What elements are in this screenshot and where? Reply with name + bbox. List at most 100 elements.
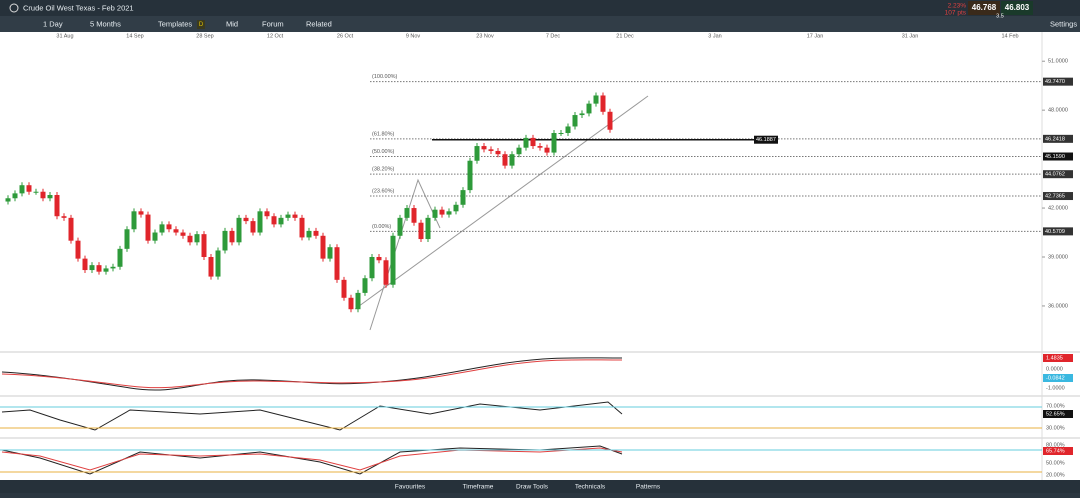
candle	[187, 235, 193, 243]
logo	[9, 3, 19, 13]
indicator-value: 80.00%	[1046, 442, 1065, 448]
candle	[593, 95, 599, 104]
mid[interactable]: Mid	[226, 19, 238, 28]
candle	[236, 217, 242, 243]
price-tag	[1043, 227, 1073, 236]
candle	[229, 230, 235, 243]
top-bar	[0, 0, 1080, 16]
fib-name: (0.00%)	[372, 224, 391, 230]
date-label: 31 Aug	[56, 33, 73, 39]
indicator-value: 65.74%	[1046, 448, 1065, 454]
range[interactable]: 5 Months	[90, 19, 121, 28]
candle	[208, 257, 214, 277]
candle	[61, 216, 67, 218]
footer-tab[interactable]: Patterns	[636, 484, 661, 491]
change: 2.23%	[948, 3, 967, 10]
candle	[369, 257, 375, 279]
sell[interactable]: 46.768	[972, 3, 997, 12]
candle	[271, 216, 277, 225]
forum[interactable]: Forum	[262, 19, 284, 28]
related[interactable]: Related	[306, 19, 332, 28]
sell-box[interactable]	[968, 1, 1000, 15]
indicator-tag	[1043, 354, 1073, 362]
candle	[145, 214, 151, 241]
fib-name: (100.00%)	[372, 74, 398, 80]
candle	[124, 229, 130, 249]
candle	[285, 214, 291, 218]
candle	[278, 217, 284, 225]
date-label: 28 Sep	[196, 33, 213, 39]
candle	[467, 160, 473, 191]
buy-box[interactable]	[1001, 1, 1033, 15]
candle	[222, 230, 228, 251]
price-tag	[1043, 192, 1073, 201]
candle	[138, 211, 144, 215]
price-tag	[1043, 170, 1073, 179]
candle	[33, 191, 39, 193]
footer-tab[interactable]: Technicals	[575, 484, 606, 491]
date-label: 9 Nov	[406, 33, 421, 39]
candle	[180, 232, 186, 236]
indicator-value: 52.65%	[1046, 411, 1065, 417]
indicator-value: 0.0000	[1046, 366, 1063, 372]
fib-value: 46.2418	[1045, 136, 1065, 142]
date-label: 23 Nov	[476, 33, 494, 39]
candle	[334, 247, 340, 280]
date-label: 14 Sep	[126, 33, 143, 39]
interval[interactable]: 1 Day	[43, 19, 63, 28]
buy[interactable]: 46.803	[1005, 3, 1030, 12]
candle	[383, 260, 389, 285]
badge-bg	[197, 20, 205, 29]
instrument-title[interactable]: Crude Oil West Texas - Feb 2021	[23, 3, 134, 12]
candle	[54, 195, 60, 217]
date-label: 21 Dec	[616, 33, 634, 39]
date-label: 3 Jan	[708, 33, 721, 39]
date-label: 12 Oct	[267, 33, 284, 39]
candle	[103, 268, 109, 272]
price-tag	[1043, 134, 1073, 143]
indicator-value: 70.00%	[1046, 403, 1065, 409]
candle	[166, 224, 172, 230]
candle	[551, 133, 557, 153]
candle	[600, 95, 606, 112]
candle	[544, 147, 550, 153]
candle	[194, 234, 200, 243]
indicator-value: 50.00%	[1046, 460, 1065, 466]
candle	[376, 257, 382, 261]
candle	[257, 211, 263, 233]
chart-area	[0, 32, 1080, 480]
macd-line	[1, 357, 623, 391]
candle	[446, 211, 452, 215]
candle	[117, 248, 123, 267]
candle	[243, 217, 249, 222]
candle	[12, 193, 18, 199]
candle	[586, 103, 592, 114]
candle	[488, 149, 494, 151]
indicator-value: 20.00%	[1046, 472, 1065, 478]
candle	[565, 126, 571, 133]
candle	[432, 209, 438, 218]
settings[interactable]: Settings	[1050, 19, 1077, 28]
footer-tab[interactable]: Favourites	[395, 484, 426, 491]
fib-value: 45.1590	[1045, 154, 1065, 160]
footer-tab[interactable]: Timeframe	[463, 484, 494, 491]
fib-name: (23.60%)	[372, 188, 394, 194]
candle	[607, 111, 613, 130]
candle	[250, 221, 256, 233]
candle	[75, 240, 81, 259]
price-label: 42.0000	[1048, 206, 1068, 212]
footer-tab[interactable]: Draw Tools	[516, 484, 549, 491]
candle	[404, 208, 410, 218]
candle	[96, 265, 102, 272]
candle	[355, 292, 361, 310]
candle	[502, 154, 508, 166]
candle	[5, 198, 11, 202]
stoch-signal	[1, 447, 623, 471]
candle	[418, 222, 424, 240]
date-label: 17 Jan	[807, 33, 824, 39]
fib-name: (61.80%)	[372, 131, 394, 137]
templates[interactable]: Templates	[158, 19, 192, 28]
candle	[390, 235, 396, 285]
fib-value: 42.7365	[1045, 193, 1065, 199]
